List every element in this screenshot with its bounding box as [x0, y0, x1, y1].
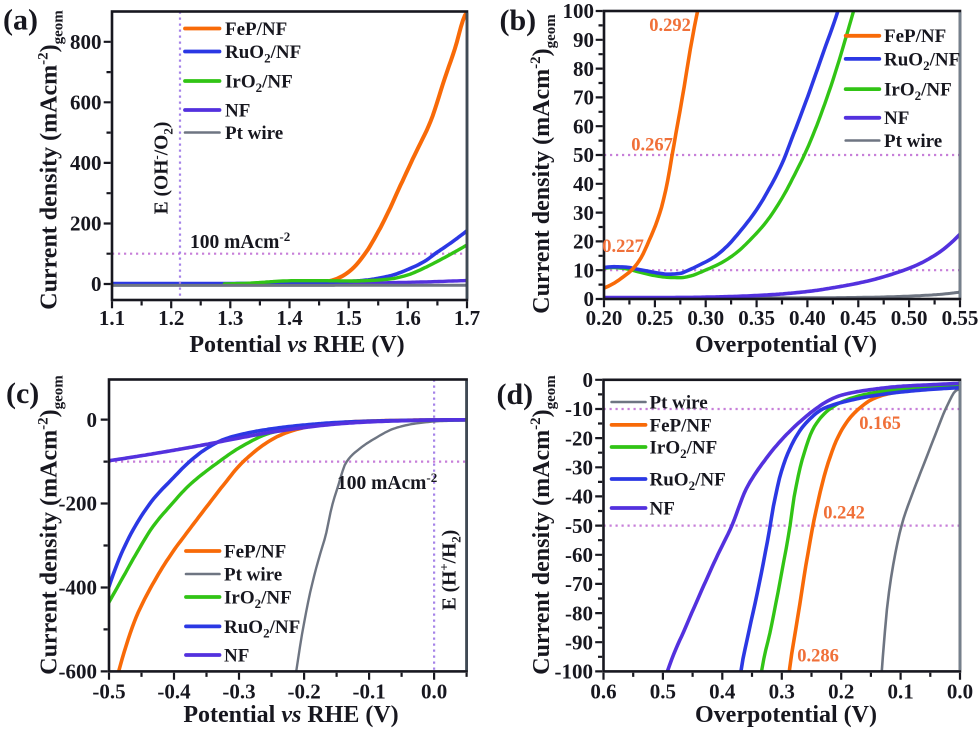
svg-text:0.4: 0.4: [709, 680, 736, 704]
svg-text:Pt wire: Pt wire: [224, 564, 282, 585]
svg-text:RuO2/NF: RuO2/NF: [224, 617, 300, 641]
svg-text:100 mAcm-2: 100 mAcm-2: [337, 470, 437, 494]
svg-text:0.267: 0.267: [631, 136, 673, 156]
svg-text:FeP/NF: FeP/NF: [225, 19, 287, 40]
svg-text:Potential vs RHE (V): Potential vs RHE (V): [189, 332, 404, 358]
svg-text:-400: -400: [59, 576, 98, 600]
svg-text:Pt wire: Pt wire: [650, 392, 708, 413]
svg-text:-80: -80: [565, 601, 593, 625]
svg-text:0.25: 0.25: [637, 306, 674, 330]
svg-text:-10: -10: [565, 397, 593, 421]
svg-text:100 mAcm-2: 100 mAcm-2: [190, 229, 290, 253]
svg-text:400: 400: [70, 151, 102, 175]
svg-text:(d): (d): [497, 378, 534, 411]
svg-text:50: 50: [573, 143, 594, 167]
svg-text:0.1: 0.1: [887, 680, 913, 704]
svg-text:FeP/NF: FeP/NF: [884, 26, 946, 47]
svg-text:-50: -50: [565, 514, 593, 538]
svg-text:0.40: 0.40: [789, 306, 826, 330]
svg-text:-60: -60: [565, 543, 593, 567]
svg-text:(a): (a): [3, 4, 38, 37]
svg-text:NF: NF: [225, 100, 250, 121]
svg-text:0.2: 0.2: [828, 680, 854, 704]
svg-text:RuO2/NF: RuO2/NF: [650, 469, 726, 493]
svg-text:0.5: 0.5: [650, 680, 676, 704]
svg-text:-0.4: -0.4: [157, 680, 191, 704]
svg-text:-600: -600: [59, 660, 98, 684]
svg-text:0.0: 0.0: [421, 680, 447, 704]
svg-text:80: 80: [573, 57, 594, 81]
svg-text:1.4: 1.4: [276, 306, 303, 330]
svg-text:20: 20: [573, 230, 594, 254]
svg-text:E (OH-/O2): E (OH-/O2): [149, 122, 176, 215]
svg-text:0.165: 0.165: [859, 414, 901, 434]
svg-text:1.5: 1.5: [336, 306, 362, 330]
svg-text:Overpotential (V): Overpotential (V): [695, 702, 877, 728]
svg-text:30: 30: [573, 201, 594, 225]
svg-text:200: 200: [70, 212, 102, 236]
svg-text:Pt wire: Pt wire: [884, 131, 942, 152]
svg-text:Potential vs RHE (V): Potential vs RHE (V): [183, 702, 398, 728]
svg-text:0: 0: [87, 408, 98, 432]
svg-text:FeP/NF: FeP/NF: [224, 541, 286, 562]
svg-text:0.50: 0.50: [891, 306, 928, 330]
svg-text:IrO2/NF: IrO2/NF: [650, 437, 718, 461]
svg-text:0.3: 0.3: [769, 680, 795, 704]
svg-text:0.227: 0.227: [602, 237, 644, 257]
svg-text:Overpotential (V): Overpotential (V): [695, 332, 877, 358]
svg-text:1.6: 1.6: [395, 306, 421, 330]
svg-text:60: 60: [573, 114, 594, 138]
svg-text:(c): (c): [6, 377, 39, 410]
svg-text:-70: -70: [565, 572, 593, 596]
svg-text:IrO2/NF: IrO2/NF: [225, 71, 293, 95]
svg-text:-90: -90: [565, 630, 593, 654]
svg-text:IrO2/NF: IrO2/NF: [224, 587, 292, 611]
svg-text:-40: -40: [565, 485, 593, 509]
svg-text:RuO2/NF: RuO2/NF: [884, 49, 960, 73]
svg-text:0.292: 0.292: [649, 16, 691, 36]
svg-text:0.6: 0.6: [590, 680, 616, 704]
svg-text:0.55: 0.55: [942, 306, 979, 330]
svg-text:-30: -30: [565, 456, 593, 480]
svg-text:FeP/NF: FeP/NF: [650, 415, 712, 436]
svg-text:40: 40: [573, 172, 594, 196]
svg-text:600: 600: [70, 91, 102, 115]
svg-text:0.20: 0.20: [586, 306, 623, 330]
svg-text:-0.5: -0.5: [92, 680, 125, 704]
svg-text:100: 100: [563, 0, 595, 23]
svg-text:-0.1: -0.1: [352, 680, 385, 704]
svg-text:70: 70: [573, 86, 594, 110]
svg-text:0: 0: [91, 272, 102, 296]
svg-text:0.286: 0.286: [797, 647, 839, 667]
svg-text:1.3: 1.3: [217, 306, 243, 330]
svg-text:1.7: 1.7: [454, 306, 480, 330]
svg-text:10: 10: [573, 258, 594, 282]
svg-text:-20: -20: [565, 426, 593, 450]
svg-text:NF: NF: [884, 108, 909, 129]
svg-text:0.30: 0.30: [687, 306, 724, 330]
svg-text:0.242: 0.242: [823, 504, 865, 524]
svg-text:0.45: 0.45: [840, 306, 877, 330]
svg-text:1.1: 1.1: [99, 306, 125, 330]
svg-text:-0.2: -0.2: [287, 680, 320, 704]
svg-text:0: 0: [583, 368, 594, 392]
svg-text:0: 0: [584, 287, 595, 311]
svg-text:800: 800: [70, 30, 102, 54]
svg-text:-200: -200: [59, 492, 98, 516]
svg-text:0.0: 0.0: [947, 680, 973, 704]
svg-text:90: 90: [573, 28, 594, 52]
svg-text:Pt wire: Pt wire: [225, 123, 283, 144]
svg-text:1.2: 1.2: [158, 306, 184, 330]
svg-text:RuO2/NF: RuO2/NF: [225, 42, 301, 66]
svg-text:IrO2/NF: IrO2/NF: [884, 80, 952, 104]
svg-text:NF: NF: [224, 645, 249, 666]
svg-text:-100: -100: [555, 660, 594, 684]
svg-text:NF: NF: [650, 498, 675, 519]
svg-text:0.35: 0.35: [738, 306, 775, 330]
svg-text:(b): (b): [500, 4, 537, 37]
svg-text:-0.3: -0.3: [222, 680, 255, 704]
